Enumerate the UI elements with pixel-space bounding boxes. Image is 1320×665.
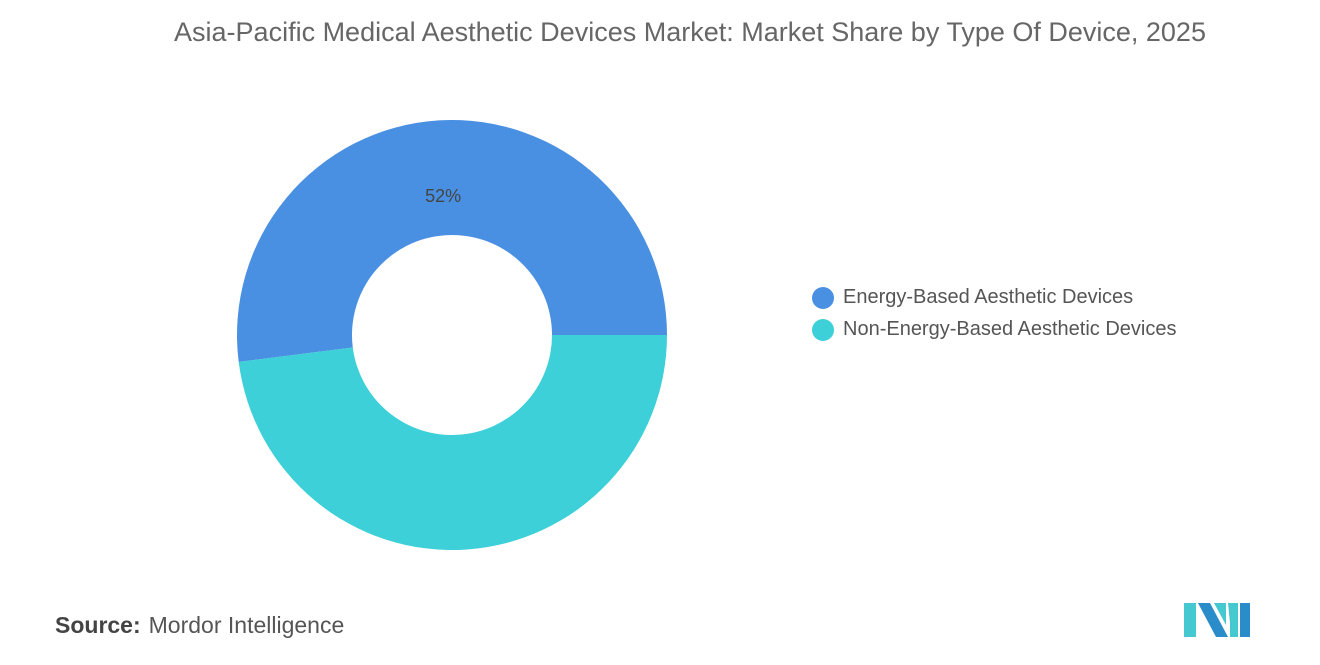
mordor-intelligence-logo <box>1184 603 1250 637</box>
source-label: Source: <box>55 612 141 638</box>
donut-slice-non-energy-based <box>238 335 667 551</box>
legend-item-energy-based: Energy-Based Aesthetic Devices <box>812 286 1133 309</box>
donut-slice-energy-based <box>237 120 667 362</box>
source-note: Source: Mordor Intelligence <box>55 612 344 639</box>
legend-label: Non-Energy-Based Aesthetic Devices <box>843 318 1177 340</box>
legend-label: Energy-Based Aesthetic Devices <box>843 286 1134 308</box>
chart-title: Asia-Pacific Medical Aesthetic Devices M… <box>174 17 1206 47</box>
data-label: 52% <box>425 186 461 206</box>
legend-swatch <box>812 318 834 341</box>
source-value: Mordor Intelligence <box>148 612 345 638</box>
legend-item-non-energy-based: Non-Energy-Based Aesthetic Devices <box>812 318 1177 341</box>
legend-swatch <box>812 286 834 309</box>
